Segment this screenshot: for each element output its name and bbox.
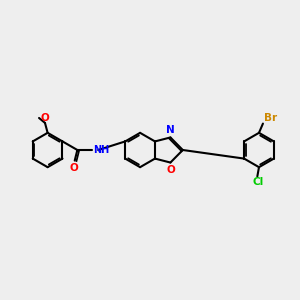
Text: O: O	[166, 165, 175, 175]
Text: O: O	[69, 163, 78, 172]
Text: N: N	[166, 125, 175, 135]
Text: Cl: Cl	[252, 177, 263, 188]
Text: Br: Br	[264, 113, 278, 123]
Text: O: O	[40, 113, 50, 123]
Text: NH: NH	[93, 145, 110, 155]
